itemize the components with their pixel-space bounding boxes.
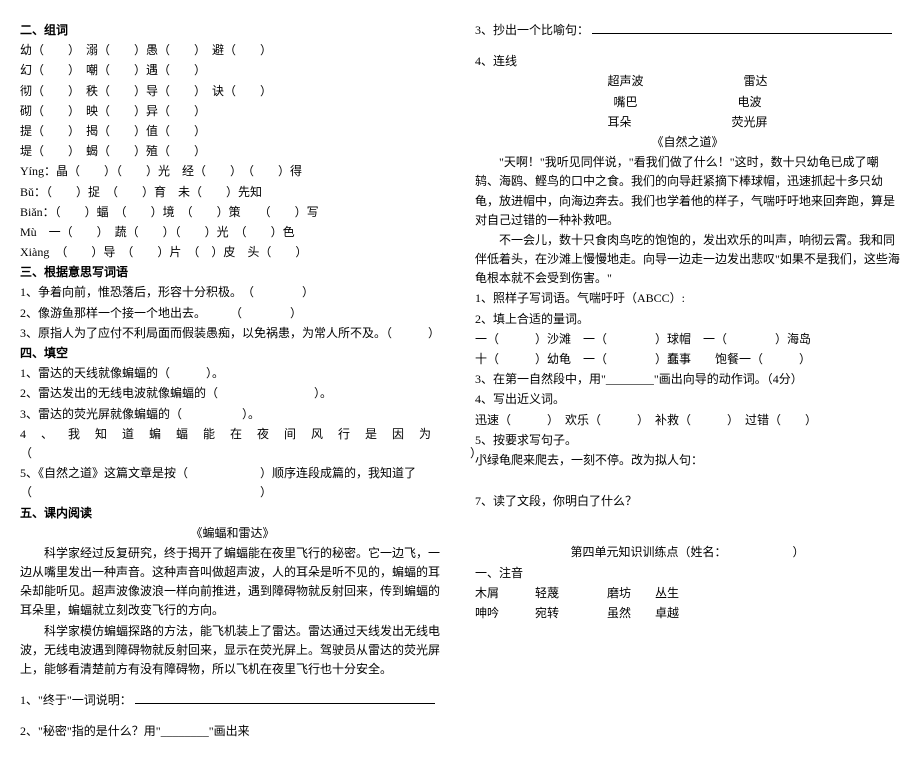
sec4-l1: 2、雷达发出的无线电波就像蝙蝠的（ ）。	[20, 384, 445, 403]
u4-sec1-title: 一、注音	[475, 564, 900, 583]
match-row-1: 嘴巴 电波	[475, 93, 900, 112]
blank-line	[592, 21, 892, 34]
r-q4-title: 4、写出近义词。	[475, 390, 900, 409]
sec5-q1: 1、"终于"一词说明：	[20, 691, 445, 710]
sec2-l2: 彻（ ） 秩（ ）导（ ） 诀（ ）	[20, 82, 445, 101]
unit4-title: 第四单元知识训练点（姓名： ）	[475, 543, 900, 562]
match-l2: 耳朵	[607, 113, 631, 132]
sec5-title: 五、课内阅读	[20, 504, 445, 523]
right-column: 3、抄出一个比喻句： 4、连线 超声波 雷达 嘴巴 电波 耳朵 荧光屏 《自然之…	[475, 20, 900, 743]
r-q3b: 3、在第一自然段中，用"________"画出向导的动作词。（4分）	[475, 370, 900, 389]
blank-line	[135, 691, 435, 704]
sec2-l1: 幻（ ） 嘲（ ）遇（ ）	[20, 61, 445, 80]
passage2-title: 《自然之道》	[475, 133, 900, 152]
sec4-l0: 1、雷达的天线就像蝙蝠的（ ）。	[20, 364, 445, 383]
sec2-l7: Bǔ：（ ）捉 （ ）育 未（ ）先知	[20, 183, 445, 202]
left-column: 二、组词 幼（ ） 溺（ ）愚（ ） 避（ ） 幻（ ） 嘲（ ）遇（ ） 彻（…	[20, 20, 445, 743]
match-r2: 荧光屏	[732, 113, 768, 132]
match-l1: 嘴巴	[613, 93, 637, 112]
match-l0: 超声波	[607, 72, 643, 91]
sec2-l10: Xiàng （ ）导 （ ）片 （ ）皮 头（ ）	[20, 243, 445, 262]
passage2-p2: 不一会儿，数十只食肉鸟吃的饱饱的，发出欢乐的叫声，响彻云霄。我和同伴低着头，在沙…	[475, 231, 900, 289]
sec2-l8: Biǎn：（ ）蝠 （ ）境 （ ）策 （ ）写	[20, 203, 445, 222]
sec4-l5: 5、《自然之道》这篇文章是按（ ）顺序连段成篇的，我知道了（ ）	[20, 464, 445, 502]
sec5-q1-text: 1、"终于"一词说明：	[20, 693, 132, 707]
sec5-p1: 科学家经过反复研究，终于揭开了蝙蝠能在夜里飞行的秘密。它一边飞，一边从嘴里发出一…	[20, 544, 445, 621]
u4-l1: 木屑 轻蔑 磨坊 丛生	[475, 584, 900, 603]
sec5-p2: 科学家模仿蝙蝠探路的方法，能飞机装上了雷达。雷达通过天线发出无线电波，无线电波遇…	[20, 622, 445, 680]
match-r1: 电波	[738, 93, 762, 112]
r-q2-l2: 十（ ）幼龟 一（ ）蠢事 饱餐一（ ）	[475, 350, 900, 369]
r-q1: 1、照样子写词语。气喘吁吁（ABCC）:	[475, 289, 900, 308]
sec3-title: 三、根据意思写词语	[20, 263, 445, 282]
sec2-l5: 堤（ ） 蝎（ ）殖（ ）	[20, 142, 445, 161]
sec4-wide: 4 、 我 知 道 蝙 蝠 能 在 夜 间 风 行 是 因 为 （ ）。	[20, 425, 445, 463]
r-q4-title: 4、连线	[475, 52, 900, 71]
sec2-l3: 砌（ ） 映（ ）异（ ）	[20, 102, 445, 121]
match-r0: 雷达	[744, 72, 768, 91]
sec2-l4: 提（ ） 揭（ ）值（ ）	[20, 122, 445, 141]
sec4-l2: 3、雷达的荧光屏就像蝙蝠的（ ）。	[20, 405, 445, 424]
r-q7: 7、读了文段，你明白了什么？	[475, 492, 900, 511]
r-q4-l1: 迅速（ ） 欢乐（ ） 补救（ ） 过错（ ）	[475, 411, 900, 430]
r-q2-l1: 一（ ）沙滩 一（ ）球帽 一（ ）海岛	[475, 330, 900, 349]
sec2-title: 二、组词	[20, 21, 445, 40]
r-q5-title: 5、按要求写句子。	[475, 431, 900, 450]
match-row-2: 耳朵 荧光屏	[475, 113, 900, 132]
sec3-l2: 3、原指人为了应付不利局面而假装愚痴，以免祸患，为常人所不及。（ ）	[20, 324, 445, 343]
r-q3: 3、抄出一个比喻句：	[475, 21, 900, 40]
sec4-title: 四、填空	[20, 344, 445, 363]
sec5-q2: 2、"秘密"指的是什么？用"________"画出来	[20, 722, 445, 741]
sec2-l0: 幼（ ） 溺（ ）愚（ ） 避（ ）	[20, 41, 445, 60]
r-q3-text: 3、抄出一个比喻句：	[475, 23, 589, 37]
sec5-passage-title: 《蝙蝠和雷达》	[20, 524, 445, 543]
match-row-0: 超声波 雷达	[475, 72, 900, 91]
r-q2-title: 2、填上合适的量词。	[475, 310, 900, 329]
sec3-l1: 2、像游鱼那样一个接一个地出去。 （ ）	[20, 304, 445, 323]
sec3-l0: 1、争着向前，惟恐落后，形容十分积极。 （ ）	[20, 283, 445, 302]
passage2-p1: "天啊！"我听见同伴说，"看我们做了什么！"这时，数十只幼龟已成了嘲鸫、海鸥、鲣…	[475, 153, 900, 230]
r-q5-l1: 小绿龟爬来爬去，一刻不停。改为拟人句：	[475, 451, 900, 470]
sec2-l9: Mù 一（ ） 蔬（ ）（ ）光 （ ）色	[20, 223, 445, 242]
u4-l2: 呻吟 宛转 虽然 卓越	[475, 604, 900, 623]
sec2-l6: Yíng：晶（ ）（ ）光 经（ ） （ ）得	[20, 162, 445, 181]
